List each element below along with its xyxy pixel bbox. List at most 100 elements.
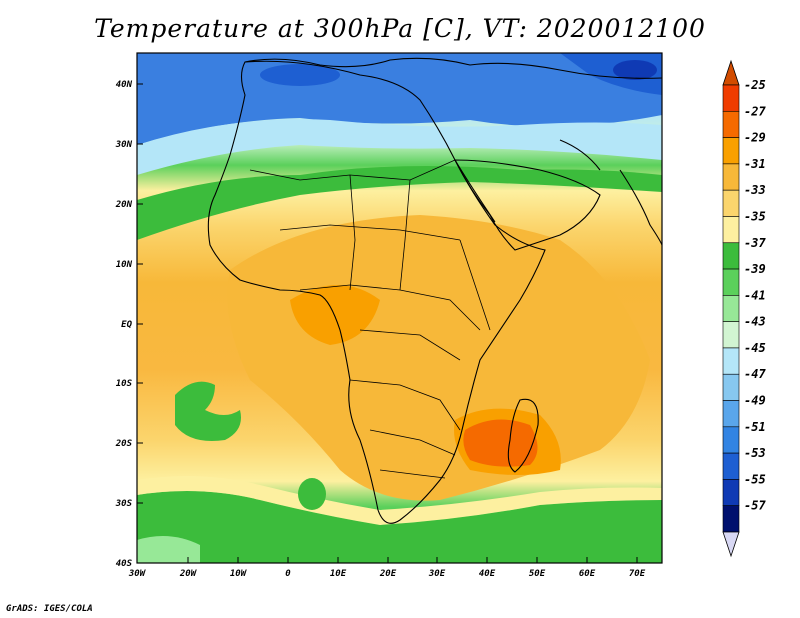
- lat-label: 40S: [116, 559, 133, 569]
- lon-tick: 70E: [629, 557, 646, 579]
- lat-tick: 30S: [115, 499, 143, 509]
- lat-tick: 20S: [115, 439, 143, 449]
- colorbar-label: -41: [744, 288, 766, 302]
- colorbar-bottom-arrow: [722, 531, 740, 558]
- colorbar-label: -37: [744, 236, 766, 250]
- colorbar-label: -47: [744, 367, 766, 381]
- lat-tick: 30N: [115, 140, 143, 150]
- cold-spot-mediterranean: [260, 64, 340, 86]
- plot-frame: [136, 52, 663, 564]
- green-patch-south-atlantic: [298, 478, 326, 510]
- lon-label: 30E: [428, 569, 446, 579]
- grads-credit: GrADS: IGES/COLA: [6, 604, 93, 614]
- lon-tick: 10W: [230, 557, 248, 579]
- colorbar-label: -35: [744, 209, 766, 223]
- lon-tick: 50E: [529, 557, 546, 579]
- lat-label: 30S: [115, 499, 133, 509]
- colorbar-label: -39: [744, 262, 766, 276]
- lat-label: 10S: [116, 379, 133, 389]
- colorbar-swatch: [722, 110, 740, 138]
- colorbar-label: -57: [744, 499, 766, 513]
- green-band-south: [137, 491, 662, 563]
- hot-spot-madagascar: [463, 419, 538, 467]
- lat-tick: 10N: [116, 260, 143, 270]
- warm-patch-central: [290, 285, 380, 345]
- lat-label: 40N: [116, 80, 133, 90]
- colorbar-swatch: [722, 163, 740, 191]
- latitude-axis: 40N 30N 20N 10N EQ 10S 20S 30S 40S: [115, 80, 143, 569]
- lat-tick: 40N: [116, 80, 143, 90]
- lat-tick: 10S: [116, 379, 143, 389]
- colorbar-label: -29: [744, 131, 766, 145]
- longitude-axis: 30W 20W 10W 0 10E 20E 30E 40E 50E 60E 70…: [128, 557, 646, 579]
- colorbar-label: -45: [744, 341, 766, 355]
- red-sea: [454, 159, 496, 223]
- colorbar-swatch: [722, 426, 740, 454]
- colorbar-swatch: [722, 400, 740, 428]
- lon-label: 20W: [179, 569, 198, 579]
- green-band-north: [137, 166, 662, 240]
- colorbar-label: -51: [744, 420, 766, 434]
- colorbar-swatch: [722, 321, 740, 349]
- india-coastline: [619, 169, 662, 246]
- lon-tick: 60E: [579, 557, 596, 579]
- lon-tick: 20W: [179, 557, 198, 579]
- pale-yellow-strip-south: [137, 476, 662, 525]
- lat-label: 10N: [116, 260, 133, 270]
- lon-tick: 0: [285, 557, 291, 579]
- lon-tick: 10E: [330, 557, 347, 579]
- lat-label: 20N: [115, 200, 133, 210]
- lon-label: 60E: [579, 569, 596, 579]
- colorbar-label: -27: [744, 104, 766, 118]
- colorbar-label: -43: [744, 315, 766, 329]
- colorbar-label: -33: [744, 183, 766, 197]
- coldest-spot-east: [613, 60, 657, 80]
- colorbar-top-arrow: [722, 59, 740, 86]
- colorbar-label: -31: [744, 157, 766, 171]
- colorbar-swatch: [722, 295, 740, 322]
- colorbar-swatch: [722, 137, 740, 165]
- lon-label: 40E: [479, 569, 496, 579]
- temperature-field: [137, 53, 662, 563]
- colorbar-label: -55: [744, 472, 766, 486]
- lat-label: 30N: [115, 140, 133, 150]
- colorbar-swatch: [722, 452, 740, 480]
- lon-label: 0: [285, 569, 291, 579]
- lon-label: 50E: [529, 569, 546, 579]
- lon-label: 10W: [230, 569, 248, 579]
- colorbar-swatch: [722, 479, 740, 507]
- light-green-southwest: [137, 536, 200, 563]
- persian-gulf: [559, 139, 601, 171]
- lat-tick: EQ: [121, 320, 143, 330]
- lon-tick: 30W: [128, 569, 147, 579]
- colorbar-swatch: [722, 242, 740, 270]
- lat-tick: 20N: [115, 200, 143, 210]
- green-patch-atlantic: [175, 381, 241, 441]
- colorbar-label: -53: [744, 446, 766, 460]
- colorbar-swatch: [722, 505, 740, 533]
- lon-label: 20E: [379, 569, 397, 579]
- lon-label: 70E: [629, 569, 646, 579]
- colorbar-label: -49: [744, 394, 766, 408]
- map-title: Temperature at 300hPa [C], VT: 202001210…: [94, 14, 706, 43]
- lat-tick: 40S: [116, 559, 133, 569]
- lon-tick: 40E: [479, 557, 496, 579]
- lon-tick: 20E: [379, 557, 397, 579]
- lat-label: 20S: [115, 439, 133, 449]
- colorbar-swatch: [722, 84, 740, 112]
- country-borders: [249, 159, 491, 479]
- lon-tick: 30E: [428, 557, 446, 579]
- colorbar-swatch: [722, 373, 740, 401]
- colorbar-swatch: [722, 216, 740, 244]
- colorbar-swatch: [722, 268, 740, 296]
- madagascar-coastline: [507, 398, 539, 473]
- coastlines: [207, 57, 662, 524]
- lat-label: EQ: [121, 320, 132, 330]
- colorbar-swatch: [722, 189, 740, 217]
- lon-label: 10E: [330, 569, 347, 579]
- colorbar-label: -25: [744, 78, 766, 92]
- light-blue-band: [137, 119, 662, 175]
- colorbar-legend: -25 -27 -29 -31 -33 -35 -37 -39 -41 -43 -45 -47 -49 -…: [722, 59, 766, 558]
- lon-label: 30W: [128, 569, 147, 579]
